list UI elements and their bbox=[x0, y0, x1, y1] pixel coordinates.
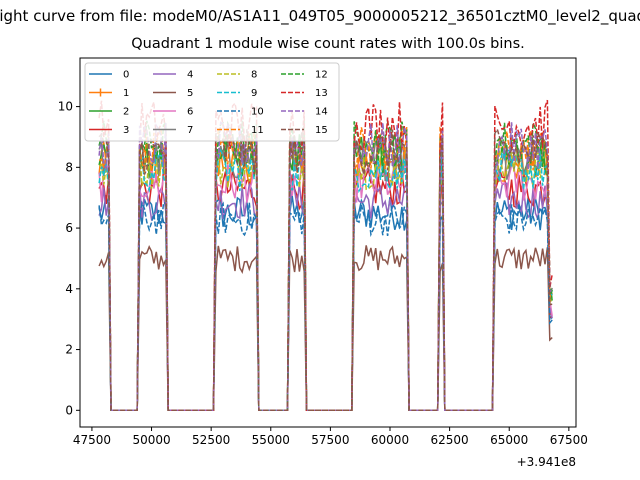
legend-label-12: 12 bbox=[315, 70, 328, 81]
y-tick-label: 10 bbox=[58, 100, 73, 114]
x-tick-label: 47500 bbox=[73, 433, 111, 447]
x-tick-label: 50000 bbox=[132, 433, 170, 447]
legend-label-6: 6 bbox=[187, 107, 193, 118]
figure-suptitle: Light curve from file: modeM0/AS1A11_049… bbox=[0, 7, 640, 25]
legend-label-0: 0 bbox=[123, 70, 129, 81]
series-layer bbox=[98, 99, 553, 412]
x-tick-label: 55000 bbox=[252, 433, 290, 447]
y-tick-label: 8 bbox=[65, 160, 73, 174]
x-tick-label: 52500 bbox=[192, 433, 230, 447]
x-tick-label: 67500 bbox=[550, 433, 588, 447]
legend-label-11: 11 bbox=[251, 125, 264, 136]
x-offset-label: +3.941e8 bbox=[517, 455, 576, 469]
legend-label-2: 2 bbox=[123, 107, 129, 118]
x-tick-label: 62500 bbox=[431, 433, 469, 447]
legend-label-1: 1 bbox=[123, 88, 129, 99]
legend-label-13: 13 bbox=[315, 88, 328, 99]
legend-label-5: 5 bbox=[187, 88, 193, 99]
plot-frame bbox=[79, 57, 577, 428]
legend-label-8: 8 bbox=[251, 70, 257, 81]
y-tick-label: 6 bbox=[65, 221, 73, 235]
x-tick-label: 65000 bbox=[490, 433, 528, 447]
x-tick-label: 60000 bbox=[371, 433, 409, 447]
chart-title: Quadrant 1 module wise count rates with … bbox=[131, 36, 525, 52]
legend-label-7: 7 bbox=[187, 125, 193, 136]
legend-label-4: 4 bbox=[187, 70, 193, 81]
series-line-15 bbox=[98, 127, 553, 412]
legend-label-15: 15 bbox=[315, 125, 328, 136]
y-axis: 0 2 4 6 8 10 bbox=[58, 100, 80, 417]
y-tick-label: 4 bbox=[65, 282, 73, 296]
y-tick-label: 0 bbox=[65, 403, 73, 417]
legend-label-9: 9 bbox=[251, 88, 257, 99]
legend-label-3: 3 bbox=[123, 125, 129, 136]
legend-box bbox=[84, 62, 340, 142]
legend-label-14: 14 bbox=[315, 107, 328, 118]
x-tick-label: 57500 bbox=[311, 433, 349, 447]
legend-label-10: 10 bbox=[251, 107, 264, 118]
y-tick-label: 2 bbox=[65, 343, 73, 357]
x-axis: 47500 50000 52500 55000 57500 60000 62500 65000… bbox=[73, 427, 588, 447]
